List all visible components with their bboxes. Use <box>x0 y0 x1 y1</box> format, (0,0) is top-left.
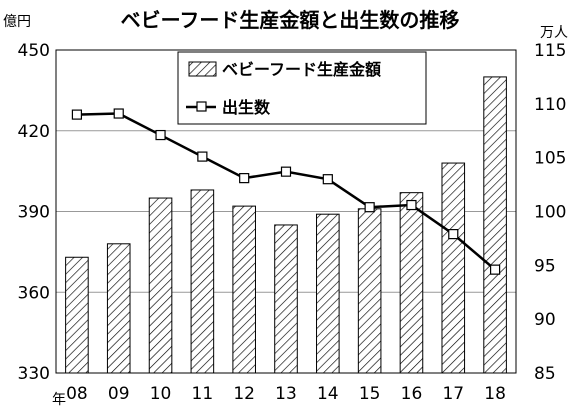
x-axis-unit: 年 <box>52 392 66 408</box>
bar <box>106 243 131 374</box>
line-point <box>239 173 250 184</box>
right-tick-label: 110 <box>534 95 566 115</box>
legend-line-marker <box>196 101 207 112</box>
line-point <box>280 166 292 177</box>
right-axis-ticks: 85 90 95 100 105 110 115 <box>534 41 566 384</box>
x-tick-label: 14 <box>317 384 339 404</box>
legend-bar-swatch <box>188 61 217 77</box>
x-tick-label: 10 <box>150 384 172 404</box>
line-series <box>71 108 501 275</box>
right-tick-label: 85 <box>534 364 556 384</box>
line-point <box>364 202 375 213</box>
line-point <box>113 108 124 119</box>
x-tick-label: 12 <box>233 384 255 404</box>
bar <box>316 213 340 374</box>
x-tick-label: 13 <box>275 384 297 404</box>
legend: ベビーフード生産金額 出生数 <box>177 51 427 125</box>
x-tick-label: 11 <box>192 384 214 404</box>
right-tick-label: 95 <box>534 256 556 276</box>
left-tick-label: 390 <box>18 203 50 223</box>
line-point <box>448 229 459 240</box>
left-tick-label: 330 <box>18 364 50 384</box>
chart-title: ベビーフード生産金額と出生数の推移 <box>121 8 460 32</box>
right-tick-label: 100 <box>534 203 566 223</box>
line-point <box>71 109 83 120</box>
legend-label-line: 出生数 <box>222 98 271 117</box>
bar <box>190 189 215 374</box>
right-tick-label: 115 <box>534 41 566 61</box>
plot-frame <box>55 49 517 374</box>
line-point <box>197 151 208 162</box>
x-tick-label: 09 <box>108 384 130 404</box>
legend-box <box>177 51 427 125</box>
left-tick-label: 360 <box>18 283 50 303</box>
line-point <box>489 264 501 275</box>
x-tick-label: 08 <box>66 384 88 404</box>
x-tick-label: 16 <box>401 384 423 404</box>
bar <box>357 208 382 374</box>
left-tick-label: 450 <box>18 41 50 61</box>
bar <box>65 256 89 374</box>
x-tick-label: 15 <box>359 384 381 404</box>
left-tick-label: 420 <box>18 122 50 142</box>
x-tick-label: 17 <box>442 384 464 404</box>
right-tick-label: 90 <box>534 310 556 330</box>
bar <box>274 224 298 374</box>
bar <box>148 197 173 374</box>
bar <box>232 205 256 374</box>
left-axis-ticks: 330 360 390 420 450 <box>18 41 50 384</box>
left-axis-unit: 億円 <box>3 14 31 30</box>
line-point <box>155 129 166 141</box>
x-tick-label: 18 <box>484 384 506 404</box>
bar <box>441 162 466 374</box>
x-axis-ticks: 08 09 10 11 12 13 14 15 16 17 18 <box>66 384 506 404</box>
legend-label-bar: ベビーフード生産金額 <box>222 60 381 79</box>
bar-series <box>65 76 507 374</box>
bar <box>399 192 424 374</box>
right-axis-unit: 万人 <box>540 25 568 41</box>
line-point <box>406 199 417 211</box>
line-point <box>322 174 333 185</box>
bar <box>483 76 507 374</box>
right-tick-label: 105 <box>534 149 566 169</box>
